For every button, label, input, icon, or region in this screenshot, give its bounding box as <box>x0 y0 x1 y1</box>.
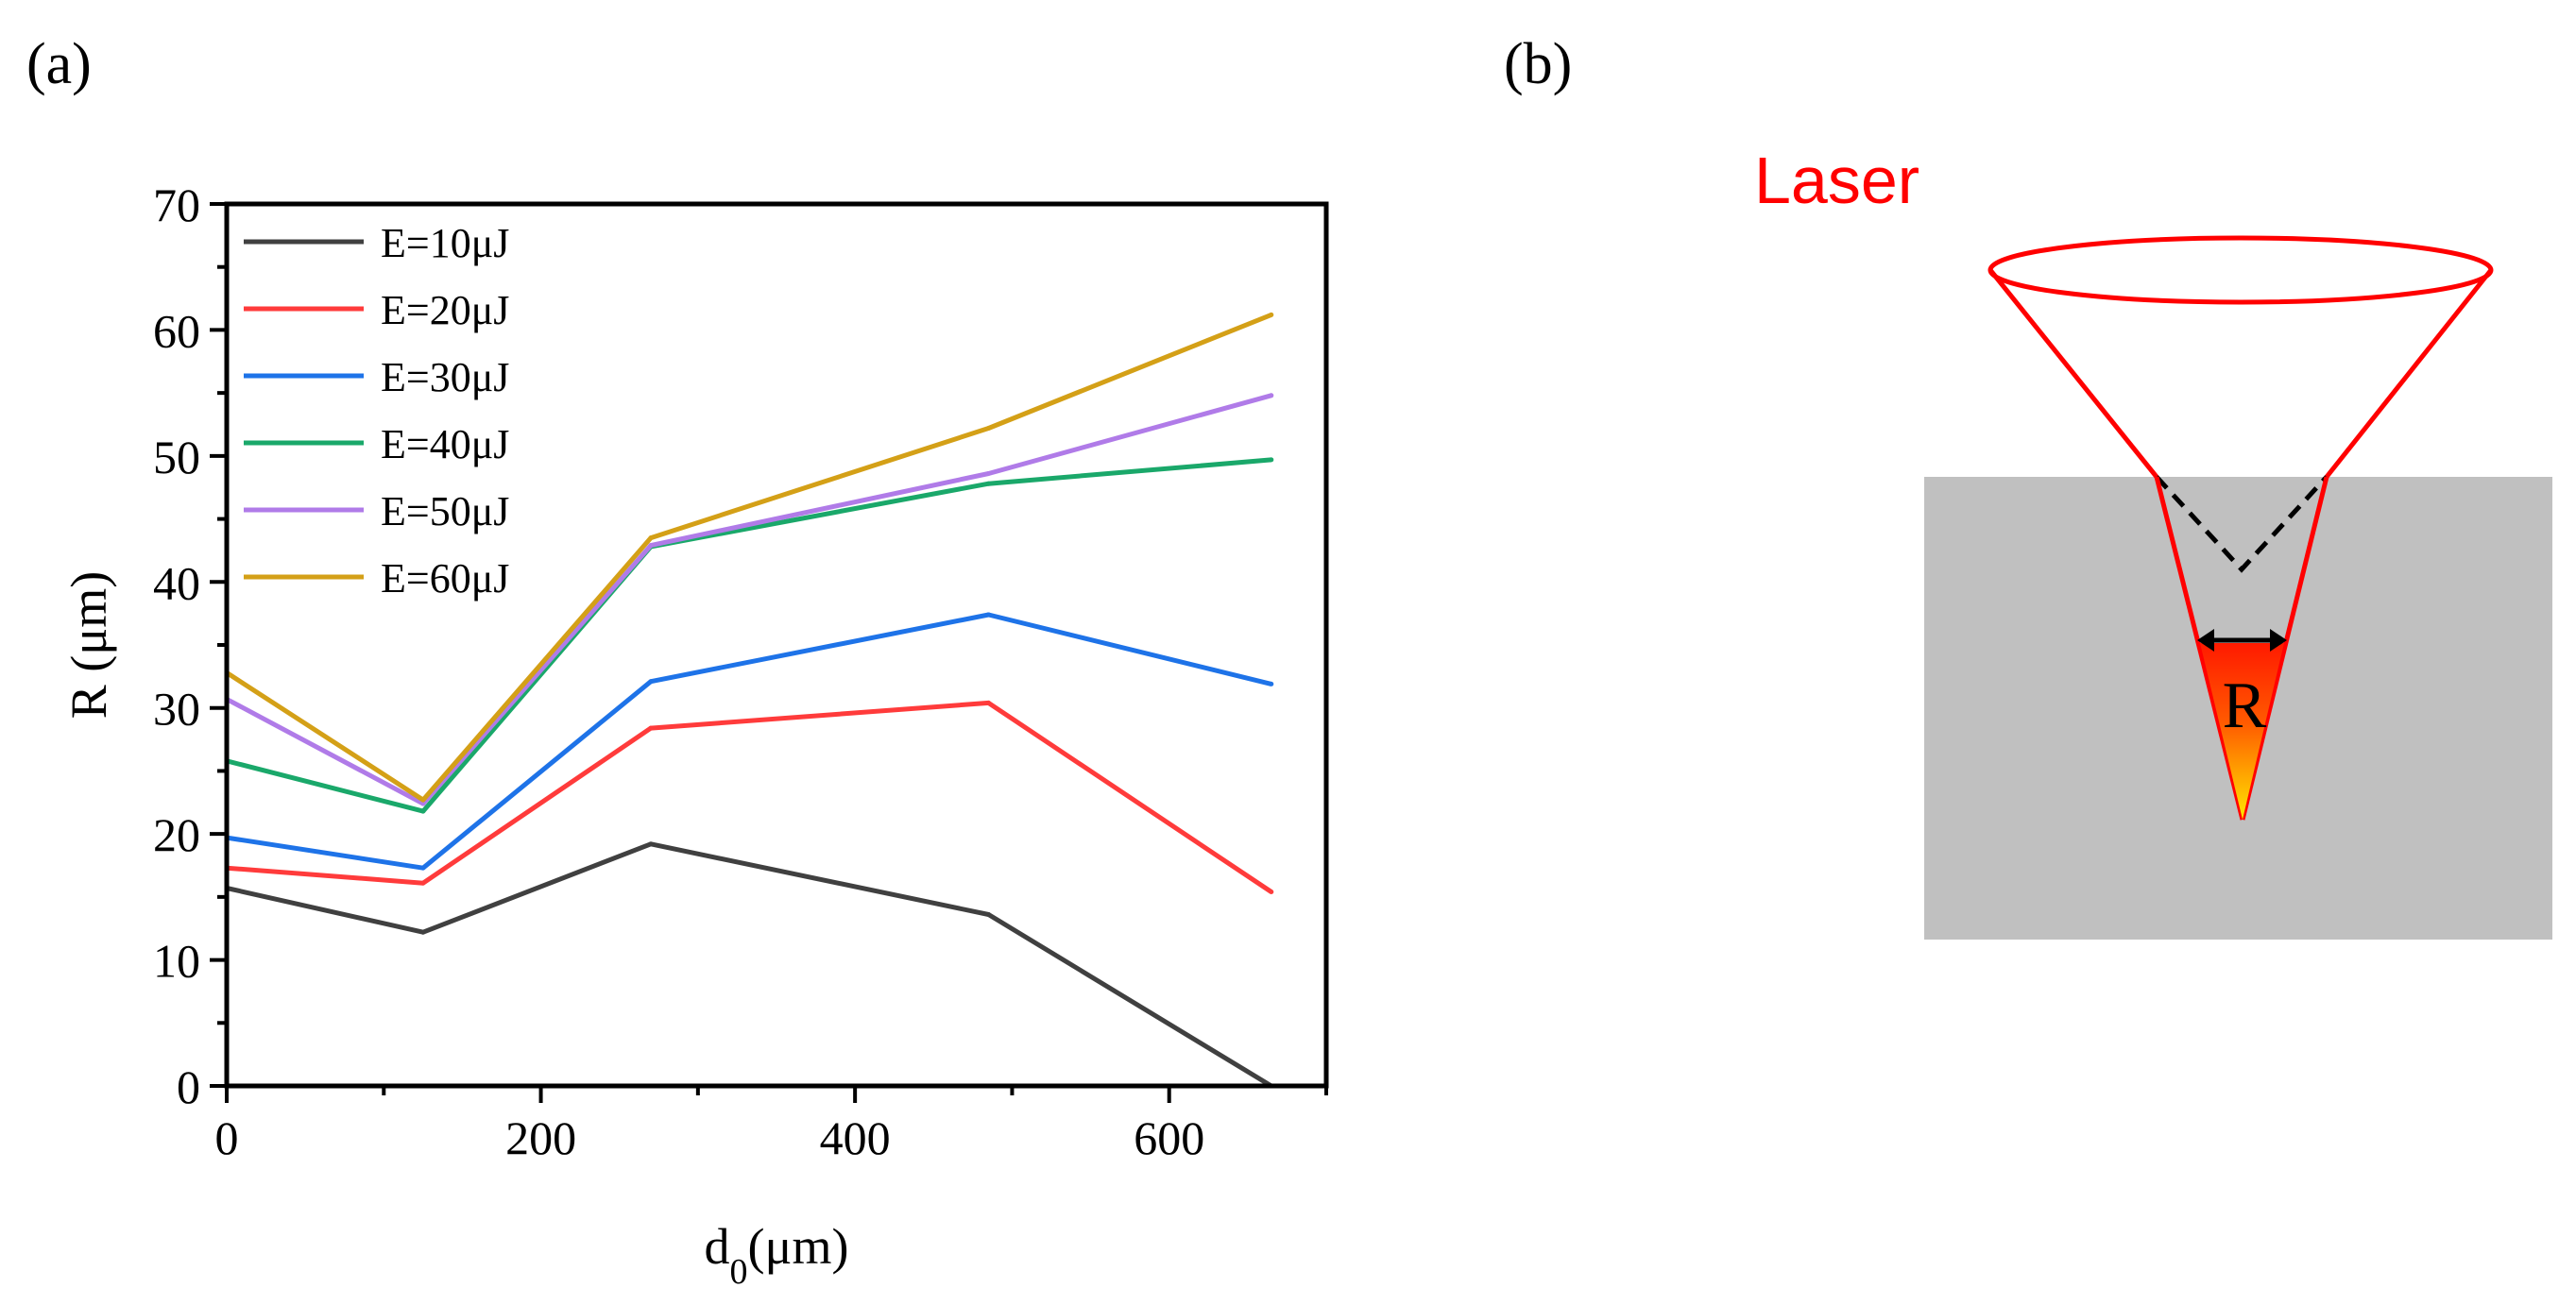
data-point-4-1 <box>420 801 426 806</box>
laser-diagram: Laser R <box>1754 144 2552 940</box>
data-point-0-3 <box>985 912 991 918</box>
legend-label-5: E=60μJ <box>381 555 509 602</box>
r-label: R <box>2223 669 2267 742</box>
panel-b-label: (b) <box>1504 32 1572 96</box>
legend-label-3: E=40μJ <box>381 421 509 467</box>
r-arrow-right-head <box>2270 629 2287 652</box>
legend-label-4: E=50μJ <box>381 488 509 534</box>
data-point-4-2 <box>648 543 654 549</box>
channel-right-edge <box>2240 476 2329 821</box>
channel-left-edge <box>2154 476 2245 821</box>
data-point-2-2 <box>648 679 654 685</box>
legend-label-2: E=30μJ <box>381 354 509 400</box>
y-tick-label-3: 30 <box>153 683 200 736</box>
data-point-1-4 <box>1269 890 1274 895</box>
y-tick-label-7: 70 <box>153 178 200 231</box>
laser-label: Laser <box>1754 144 1919 217</box>
x-axis-label-main: d <box>705 1218 730 1275</box>
data-point-1-3 <box>985 700 991 705</box>
y-tick-label-4: 40 <box>153 556 200 609</box>
data-point-5-2 <box>648 535 654 541</box>
y-tick-label-0: 0 <box>177 1060 200 1113</box>
x-tick-label-1: 200 <box>505 1111 576 1164</box>
dashed-focus-lines <box>2155 475 2329 573</box>
y-tick-label-1: 10 <box>153 935 200 988</box>
data-point-3-1 <box>420 808 426 814</box>
x-tick-label-2: 400 <box>820 1111 891 1164</box>
legend-label-1: E=20μJ <box>381 287 509 333</box>
data-point-2-1 <box>420 865 426 871</box>
legend-label-0: E=10μJ <box>381 220 509 266</box>
panel-a-label: (a) <box>26 32 92 96</box>
data-point-4-3 <box>985 471 991 477</box>
x-axis-label: d0(μm) <box>705 1218 849 1292</box>
data-point-1-2 <box>648 725 654 731</box>
x-tick-label-3: 600 <box>1134 1111 1204 1164</box>
y-tick-label-2: 20 <box>153 808 200 861</box>
data-point-1-1 <box>420 880 426 886</box>
data-point-5-3 <box>985 426 991 432</box>
data-point-0-1 <box>420 929 426 935</box>
series-layer <box>224 312 1274 1089</box>
data-point-5-4 <box>1269 312 1274 317</box>
laser-cone-right-edge <box>2325 268 2493 479</box>
x-tick-label-0: 0 <box>215 1111 239 1164</box>
y-tick-label-6: 60 <box>153 304 200 357</box>
y-tick-label-5: 50 <box>153 431 200 483</box>
legend: E=10μJ E=20μJ E=30μJ E=40μJ E=50μJ E=60μJ <box>244 220 509 602</box>
data-point-4-4 <box>1269 393 1274 398</box>
x-axis-label-unit: (μm) <box>748 1218 849 1275</box>
laser-cone-left-edge <box>1988 268 2158 479</box>
axis-ticks: 0 10 20 30 40 50 60 70 0 200 400 600 <box>153 178 1328 1164</box>
plot-frame <box>224 201 1329 1089</box>
data-point-3-3 <box>985 481 991 486</box>
r-arrow-left-head <box>2197 629 2214 652</box>
data-point-2-4 <box>1269 681 1274 686</box>
data-point-2-3 <box>985 612 991 618</box>
data-point-3-4 <box>1269 457 1274 463</box>
y-axis-label: R (μm) <box>60 571 117 719</box>
heated-zone <box>2200 643 2284 820</box>
data-point-0-2 <box>648 841 654 847</box>
series-line-2 <box>226 612 1272 871</box>
x-axis-label-subscript: 0 <box>730 1252 748 1292</box>
laser-beam-ellipse <box>1987 235 2494 305</box>
data-point-5-1 <box>420 797 426 803</box>
